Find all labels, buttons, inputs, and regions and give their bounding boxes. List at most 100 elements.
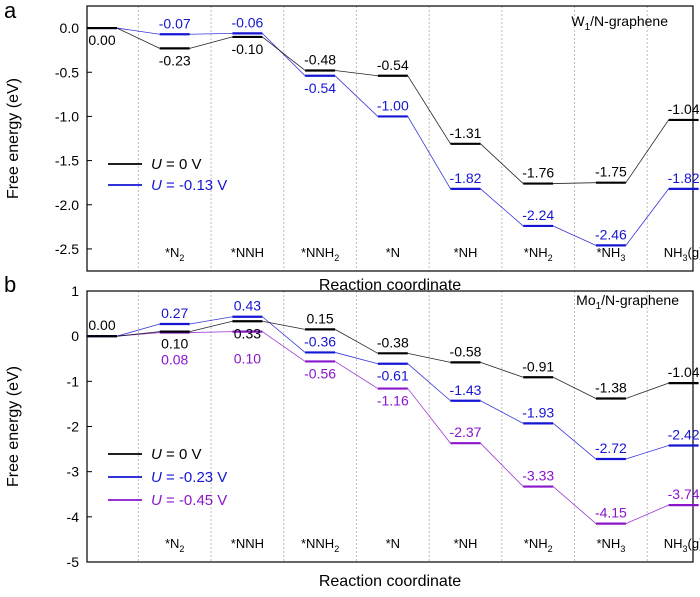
- value-label: -0.38: [377, 334, 409, 350]
- value-label: -0.48: [304, 51, 336, 67]
- y-axis-title: Free energy (eV): [5, 366, 22, 487]
- value-label: -2.37: [450, 424, 482, 440]
- category-label: *NH2​: [524, 536, 553, 554]
- connector-line: [480, 361, 524, 378]
- y-tick-label: -3: [67, 464, 80, 480]
- category-label: NH3(g): [664, 536, 700, 554]
- plot-frame: [86, 5, 694, 272]
- category-label: NH3(g): [664, 245, 700, 263]
- connector-line: [116, 331, 160, 337]
- connector-line: [189, 32, 233, 35]
- category-label: *N2​: [165, 536, 184, 554]
- legend-entry: U = -0.45 V: [151, 492, 227, 509]
- value-label: -0.54: [304, 80, 336, 96]
- connector-line: [407, 116, 451, 190]
- y-tick-label: 1: [71, 283, 79, 299]
- value-label: -1.00: [377, 97, 409, 113]
- value-label: -2.42: [668, 426, 700, 442]
- legend-entry: U = -0.13 V: [151, 177, 227, 194]
- category-label: *NH2​: [524, 245, 553, 263]
- connector-line: [262, 36, 306, 71]
- connector-line: [334, 75, 379, 117]
- category-label: *NH: [454, 536, 478, 551]
- y-tick-label: -1.5: [55, 153, 79, 169]
- value-label: -1.82: [668, 170, 700, 186]
- value-label: -1.31: [450, 125, 482, 141]
- connector-line: [625, 445, 669, 460]
- connector-line: [189, 320, 233, 333]
- connector-line: [480, 442, 524, 487]
- value-label: -1.82: [450, 170, 482, 186]
- value-label: -0.10: [231, 41, 263, 57]
- value-label: -0.36: [304, 333, 336, 349]
- connector-line: [553, 182, 596, 184]
- value-label: 0.10: [161, 336, 188, 352]
- connector-line: [552, 423, 597, 460]
- x-axis-title: Reaction coordinate: [319, 573, 461, 590]
- value-label: -0.07: [159, 15, 191, 31]
- connector-line: [407, 363, 451, 402]
- y-tick-label: -0.5: [55, 64, 79, 80]
- connector-line: [335, 70, 378, 77]
- connector-line: [625, 119, 669, 183]
- y-tick-label: 0: [71, 328, 79, 344]
- y-tick-label: 0.0: [60, 20, 80, 36]
- y-axis-title: Free energy (eV): [5, 78, 22, 199]
- value-label: -1.16: [377, 393, 409, 409]
- value-label: -1.43: [450, 382, 482, 398]
- category-label: *NH: [454, 245, 478, 260]
- value-label: -3.33: [522, 468, 554, 484]
- value-label: -2.72: [595, 440, 627, 456]
- connector-line: [480, 188, 524, 227]
- value-label: -0.06: [231, 14, 263, 30]
- y-tick-label: -1: [67, 373, 80, 389]
- connector-line: [262, 331, 306, 362]
- legend-entry: U = -0.23 V: [151, 469, 227, 486]
- value-label: -0.56: [304, 365, 336, 381]
- category-label: *NNH2​: [301, 245, 339, 263]
- connector-line: [262, 33, 306, 77]
- y-tick-label: -2.0: [55, 197, 79, 213]
- category-label: *NH3​: [596, 536, 625, 554]
- value-label: -1.04: [668, 101, 700, 117]
- connector-line: [189, 36, 233, 49]
- value-label: -1.04: [668, 364, 700, 380]
- connector-line: [625, 504, 669, 524]
- connector-line: [407, 388, 451, 444]
- connector-line: [480, 143, 524, 184]
- connector-line: [116, 323, 160, 337]
- value-label: -0.54: [377, 57, 409, 73]
- value-label: -3.74: [668, 486, 700, 502]
- connector-line: [552, 486, 597, 524]
- value-label: -0.23: [159, 52, 191, 68]
- value-label: 0.00: [88, 317, 115, 333]
- y-tick-label: -4: [67, 509, 80, 525]
- connector-line: [262, 320, 306, 330]
- y-tick-label: -1.0: [55, 108, 79, 124]
- panel-letter: b: [4, 272, 16, 297]
- y-tick-label: -2.5: [55, 241, 79, 257]
- connector-line: [334, 361, 379, 389]
- category-label: *N: [386, 536, 400, 551]
- value-label: -0.61: [377, 368, 409, 384]
- connector-line: [625, 188, 669, 246]
- category-label: *NNH: [231, 245, 264, 260]
- value-label: -1.38: [595, 379, 627, 395]
- connector-line: [334, 352, 378, 365]
- panel-a: 0.0 -0.5 -1.0 -1.5 -2.0 -2.5 Free energy (eV) R…: [4, 0, 700, 294]
- value-label: -4.15: [595, 505, 627, 521]
- value-label: -2.24: [522, 207, 554, 223]
- y-tick-label: -2: [67, 419, 80, 435]
- connector-line: [553, 225, 597, 246]
- panel-letter: a: [4, 0, 17, 23]
- connector-line: [407, 75, 451, 145]
- legend-entry: U = 0 V: [151, 446, 201, 463]
- x-axis-title: Reaction coordinate: [319, 277, 461, 294]
- value-label: -1.76: [522, 165, 554, 181]
- value-label: 0.00: [88, 32, 115, 48]
- value-label: 0.33: [234, 325, 261, 341]
- legend-entry: U = 0 V: [151, 156, 201, 173]
- value-label: 0.43: [234, 298, 261, 314]
- connector-line: [553, 376, 597, 399]
